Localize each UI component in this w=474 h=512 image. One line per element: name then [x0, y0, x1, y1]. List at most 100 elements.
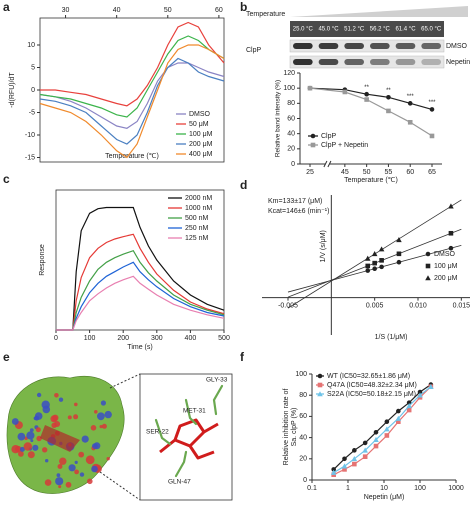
atom-patch [42, 405, 51, 414]
x-tick-label: 1000 [448, 485, 464, 492]
panel-label: a [3, 0, 10, 14]
legend-marker [425, 251, 431, 257]
atom-patch [32, 444, 39, 451]
temperature-wedge [290, 6, 468, 17]
y-axis-label: Relative inhibition rate of [283, 389, 290, 466]
legend-label: 125 nM [185, 235, 209, 242]
marker [372, 266, 377, 272]
atom-patch [55, 477, 64, 486]
legend-marker [317, 373, 323, 379]
series-line [333, 386, 432, 474]
marker [384, 426, 390, 432]
legend-label: 500 nM [185, 215, 209, 222]
atom-patch [29, 428, 34, 432]
series-line [39, 44, 225, 159]
atom-patch [58, 397, 64, 402]
atom-patch [74, 402, 78, 407]
marker [364, 97, 369, 102]
legend-label: 100 μM [189, 131, 213, 138]
blot-strip [289, 39, 445, 53]
atom-patch [56, 473, 61, 478]
atom-patch [18, 451, 24, 457]
y-tick-label: -15 [25, 154, 35, 161]
marker [372, 260, 377, 266]
x-tick-label: 50 [363, 169, 371, 176]
atom-patch [94, 410, 98, 414]
marker [396, 259, 402, 265]
legend-marker [310, 142, 316, 148]
x-axis-label: Time (s) [127, 344, 152, 351]
atom-patch [74, 460, 78, 464]
atom-patch [78, 451, 85, 458]
y-tick-label: 60 [299, 413, 307, 420]
atom-patch [92, 443, 98, 449]
atom-patch [106, 457, 110, 461]
atom-patch [101, 423, 107, 429]
marker [448, 203, 454, 209]
atom-patch [57, 464, 63, 469]
condition-label: Nepetin [446, 59, 470, 66]
significance-label: *** [428, 100, 436, 106]
legend-label: DMSO [189, 111, 211, 118]
x-tick-label: 100 [414, 485, 426, 492]
atom-patch [19, 446, 25, 452]
blot-band [344, 59, 364, 65]
y-axis-label: Sa. clpP (%) [291, 408, 298, 447]
marker [396, 419, 401, 424]
atom-patch [11, 445, 20, 454]
x-tick-label: 60 [406, 169, 414, 176]
blot-band [370, 43, 390, 49]
marker [373, 436, 379, 443]
legend-label: DMSO [434, 251, 456, 258]
marker [429, 107, 435, 112]
atom-patch [59, 457, 67, 465]
marker [396, 237, 402, 243]
marker [365, 263, 371, 269]
marker [407, 101, 413, 106]
atom-patch [91, 465, 98, 473]
panel-label: b [240, 0, 247, 14]
legend-label: 2000 nM [185, 195, 212, 202]
atom-patch [35, 427, 41, 433]
x-tick-label: 0.005 [366, 303, 384, 310]
y-axis-label: 1/V (s/μM) [320, 230, 327, 262]
marker [379, 258, 384, 263]
atom-patch [26, 431, 35, 440]
series-line [39, 57, 225, 145]
atom-patch [100, 400, 106, 406]
residue-sticks [184, 398, 198, 426]
y-axis-label: Response [39, 244, 46, 276]
marker [373, 443, 379, 449]
legend-label: WT (IC50=32.65±1.86 μM) [327, 373, 410, 380]
blot-band [395, 43, 416, 49]
atom-patch [97, 412, 105, 421]
marker [448, 230, 454, 236]
marker [342, 456, 347, 462]
marker [386, 94, 391, 100]
series-line [333, 386, 432, 476]
residue-sticks [154, 418, 172, 446]
x-axis-label: 1/S (1/μM) [375, 334, 408, 341]
marker [407, 119, 413, 125]
series-line [56, 261, 225, 331]
legend-marker [310, 133, 316, 139]
x-tick-label: 0.1 [307, 485, 317, 492]
marker [379, 264, 384, 270]
series-line [40, 21, 225, 107]
x-tick-label: 0 [54, 335, 58, 342]
atom-patch [50, 415, 58, 423]
legend-label: Q47A (IC50=48.32±2.34 μM) [327, 382, 417, 389]
x-tick-label: 25 [306, 169, 314, 176]
ligand-site [40, 425, 80, 452]
series-line [309, 87, 433, 137]
blot-band [318, 59, 339, 65]
blot-band [344, 43, 364, 49]
atom-patch [54, 393, 59, 398]
marker [362, 454, 368, 459]
y-tick-label: 120 [283, 70, 295, 77]
x-axis-label: Temperature (℃) [105, 153, 159, 160]
zoom-line [109, 373, 141, 389]
significance-label: ** [386, 88, 391, 94]
x-tick-label: 0.010 [409, 303, 427, 310]
y-tick-label: 0 [291, 161, 295, 168]
